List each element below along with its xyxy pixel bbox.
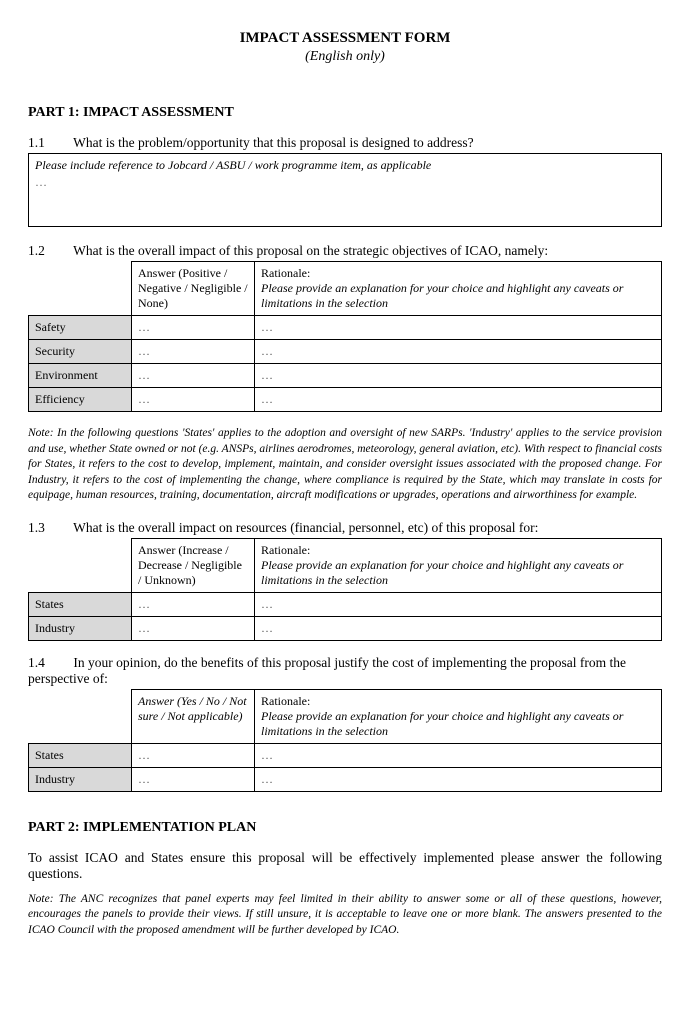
form-title: IMPACT ASSESSMENT FORM: [28, 30, 662, 47]
industry-rationale-cell[interactable]: …: [255, 767, 662, 791]
answer-header: Answer (Increase / Decrease / Negligible…: [132, 538, 255, 592]
q1-4-table: Answer (Yes / No / Not sure / Not applic…: [28, 689, 662, 792]
rationale-text: Please provide an explanation for your c…: [261, 281, 623, 310]
part2-note: Note: The ANC recognizes that panel expe…: [28, 892, 662, 939]
table-header-row: Answer (Positive / Negative / Negligible…: [29, 262, 662, 316]
environment-answer-cell[interactable]: …: [132, 364, 255, 388]
table-row: States … …: [29, 592, 662, 616]
table-row: Industry … …: [29, 767, 662, 791]
answer-header: Answer (Positive / Negative / Negligible…: [132, 262, 255, 316]
security-answer-cell[interactable]: …: [132, 340, 255, 364]
q1-2-num: 1.2: [28, 243, 70, 259]
q1-1-text: What is the problem/opportunity that thi…: [73, 135, 473, 150]
q1-4-text: In your opinion, do the benefits of this…: [28, 655, 626, 686]
answer-header: Answer (Yes / No / Not sure / Not applic…: [132, 689, 255, 743]
security-rationale-cell[interactable]: …: [255, 340, 662, 364]
row-label-states: States: [29, 592, 132, 616]
table-row: Environment … …: [29, 364, 662, 388]
indent-spacer: [29, 538, 132, 592]
q1-1-answer-box[interactable]: Please include reference to Jobcard / AS…: [28, 153, 662, 227]
form-subtitle: (English only): [28, 49, 662, 65]
q1-3-text: What is the overall impact on resources …: [73, 520, 538, 535]
q1-2-text: What is the overall impact of this propo…: [73, 243, 548, 258]
row-label-industry: Industry: [29, 767, 132, 791]
table-row: Safety … …: [29, 316, 662, 340]
q1-3-line: 1.3 What is the overall impact on resour…: [28, 520, 662, 536]
row-label-security: Security: [29, 340, 132, 364]
rationale-header: Rationale: Please provide an explanation…: [255, 538, 662, 592]
row-label-efficiency: Efficiency: [29, 388, 132, 412]
states-answer-cell[interactable]: …: [132, 743, 255, 767]
q1-1-instruction: Please include reference to Jobcard / AS…: [35, 158, 655, 173]
rationale-label: Rationale:: [261, 543, 310, 557]
efficiency-answer-cell[interactable]: …: [132, 388, 255, 412]
rationale-text: Please provide an explanation for your c…: [261, 709, 623, 738]
rationale-header: Rationale: Please provide an explanation…: [255, 689, 662, 743]
q1-2-table: Answer (Positive / Negative / Negligible…: [28, 261, 662, 412]
part2-heading: PART 2: IMPLEMENTATION PLAN: [28, 820, 662, 836]
indent-spacer: [29, 689, 132, 743]
part2-intro: To assist ICAO and States ensure this pr…: [28, 850, 662, 882]
q1-4-num: 1.4: [28, 655, 70, 671]
industry-rationale-cell[interactable]: …: [255, 616, 662, 640]
rationale-label: Rationale:: [261, 266, 310, 280]
table-row: States … …: [29, 743, 662, 767]
row-label-industry: Industry: [29, 616, 132, 640]
q1-1-num: 1.1: [28, 135, 70, 151]
table-row: Security … …: [29, 340, 662, 364]
part1-heading: PART 1: IMPACT ASSESSMENT: [28, 105, 662, 121]
industry-answer-cell[interactable]: …: [132, 767, 255, 791]
table-header-row: Answer (Increase / Decrease / Negligible…: [29, 538, 662, 592]
row-label-environment: Environment: [29, 364, 132, 388]
states-answer-cell[interactable]: …: [132, 592, 255, 616]
q1-2-line: 1.2 What is the overall impact of this p…: [28, 243, 662, 259]
part1-note1: Note: In the following questions 'States…: [28, 426, 662, 504]
q1-3-num: 1.3: [28, 520, 70, 536]
rationale-header: Rationale: Please provide an explanation…: [255, 262, 662, 316]
q1-1-value: …: [35, 175, 655, 190]
states-rationale-cell[interactable]: …: [255, 743, 662, 767]
row-label-states: States: [29, 743, 132, 767]
rationale-text: Please provide an explanation for your c…: [261, 558, 623, 587]
industry-answer-cell[interactable]: …: [132, 616, 255, 640]
rationale-label: Rationale:: [261, 694, 310, 708]
table-row: Efficiency … …: [29, 388, 662, 412]
q1-4-line: 1.4 In your opinion, do the benefits of …: [28, 655, 662, 687]
indent-spacer: [29, 262, 132, 316]
efficiency-rationale-cell[interactable]: …: [255, 388, 662, 412]
table-row: Industry … …: [29, 616, 662, 640]
safety-rationale-cell[interactable]: …: [255, 316, 662, 340]
environment-rationale-cell[interactable]: …: [255, 364, 662, 388]
q1-1-line: 1.1 What is the problem/opportunity that…: [28, 135, 662, 151]
q1-3-table: Answer (Increase / Decrease / Negligible…: [28, 538, 662, 641]
row-label-safety: Safety: [29, 316, 132, 340]
safety-answer-cell[interactable]: …: [132, 316, 255, 340]
table-header-row: Answer (Yes / No / Not sure / Not applic…: [29, 689, 662, 743]
states-rationale-cell[interactable]: …: [255, 592, 662, 616]
